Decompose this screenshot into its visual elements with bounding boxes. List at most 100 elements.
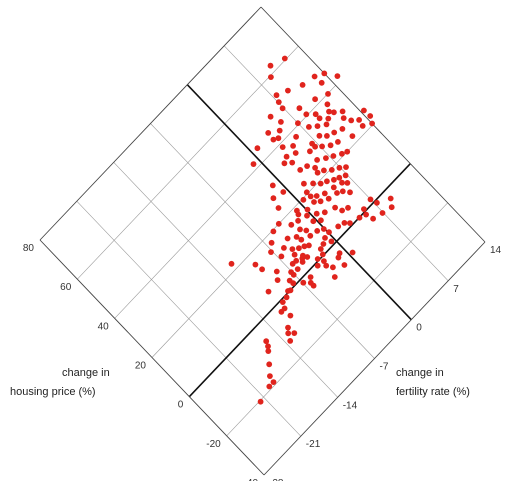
tick-labels: -40 -20 0 20 40 60 80 -28 -21 -14 -7 0 7 14: [23, 243, 502, 481]
data-point: [289, 246, 296, 253]
data-point: [303, 189, 310, 196]
data-point: [335, 223, 342, 230]
data-point: [304, 163, 310, 170]
data-point: [293, 234, 300, 240]
data-point: [323, 262, 330, 269]
data-point: [300, 196, 307, 203]
data-point: [332, 204, 338, 211]
data-point: [285, 87, 291, 94]
data-point: [331, 129, 338, 136]
data-point: [306, 124, 312, 130]
data-point: [334, 73, 341, 79]
data-point: [287, 312, 294, 319]
x-tick-label: 40: [98, 321, 110, 332]
data-point: [307, 274, 314, 280]
x-tick-label: 80: [23, 243, 35, 254]
data-point: [347, 189, 353, 196]
data-point: [324, 101, 331, 108]
data-point: [370, 215, 376, 222]
data-point: [273, 268, 280, 275]
data-point: [331, 176, 337, 183]
data-point: [339, 207, 345, 214]
data-point: [294, 266, 301, 272]
data-point: [388, 204, 395, 211]
data-point: [301, 180, 307, 187]
data-point: [344, 180, 351, 186]
data-point: [270, 228, 277, 235]
data-point: [307, 148, 313, 155]
data-point: [321, 167, 327, 174]
data-point: [267, 113, 274, 120]
data-point: [367, 113, 374, 119]
data-point: [367, 196, 374, 203]
data-point: [275, 135, 282, 142]
data-point: [314, 228, 321, 234]
data-point: [330, 264, 336, 271]
data-point: [310, 282, 317, 289]
data-point: [294, 207, 300, 214]
x-tick-label: -20: [206, 439, 221, 450]
data-point: [281, 160, 288, 167]
data-point: [303, 111, 310, 118]
data-point: [304, 254, 311, 260]
data-point: [266, 361, 273, 368]
data-point: [281, 305, 288, 312]
data-point: [359, 123, 366, 129]
data-point: [314, 256, 321, 262]
data-point: [339, 179, 345, 186]
x-axis-label-line1: change in: [62, 367, 110, 379]
data-point: [265, 343, 271, 350]
data-point: [340, 115, 347, 121]
data-point: [321, 258, 327, 264]
data-point: [273, 92, 280, 99]
data-point: [326, 229, 332, 236]
data-point: [288, 221, 295, 228]
data-point: [257, 398, 264, 405]
data-point: [278, 253, 285, 260]
data-point: [345, 204, 351, 211]
data-point: [283, 153, 290, 160]
data-point: [321, 209, 328, 216]
grid-lines: [76, 45, 449, 437]
data-point: [328, 167, 335, 173]
data-point: [254, 145, 261, 152]
data-point: [286, 277, 293, 284]
data-point: [301, 243, 308, 250]
x-tick-label: 20: [135, 361, 147, 372]
data-point: [336, 164, 343, 171]
reference-lines: [186, 84, 412, 398]
data-point: [325, 91, 331, 97]
grid-line-y: [76, 200, 302, 437]
data-point: [287, 287, 294, 294]
data-point: [328, 238, 335, 245]
data-point: [326, 108, 332, 115]
data-point: [285, 330, 292, 337]
data-point: [356, 117, 362, 123]
y-tick-label: -7: [380, 362, 389, 373]
data-point: [369, 120, 375, 127]
zero-line-housing: [188, 163, 411, 398]
data-point: [339, 150, 345, 157]
data-point: [296, 105, 303, 112]
data-point: [341, 262, 348, 268]
data-point: [295, 217, 301, 224]
data-point: [297, 226, 303, 233]
y-tick-label: 7: [453, 284, 459, 295]
data-point: [327, 142, 334, 149]
zero-line-fertility: [186, 84, 412, 321]
data-point: [285, 324, 291, 331]
plot-border-edge: [263, 241, 486, 476]
y-tick-label: -28: [269, 478, 284, 481]
data-point: [267, 62, 274, 69]
data-point: [310, 218, 317, 225]
data-point: [341, 220, 348, 226]
data-point: [379, 210, 386, 216]
data-point: [313, 210, 320, 217]
data-point: [268, 249, 274, 256]
data-point: [361, 107, 367, 114]
x-axis-label-line2: housing price (%): [10, 386, 96, 398]
data-point: [339, 125, 346, 132]
data-point: [312, 164, 318, 171]
data-point: [348, 117, 355, 124]
